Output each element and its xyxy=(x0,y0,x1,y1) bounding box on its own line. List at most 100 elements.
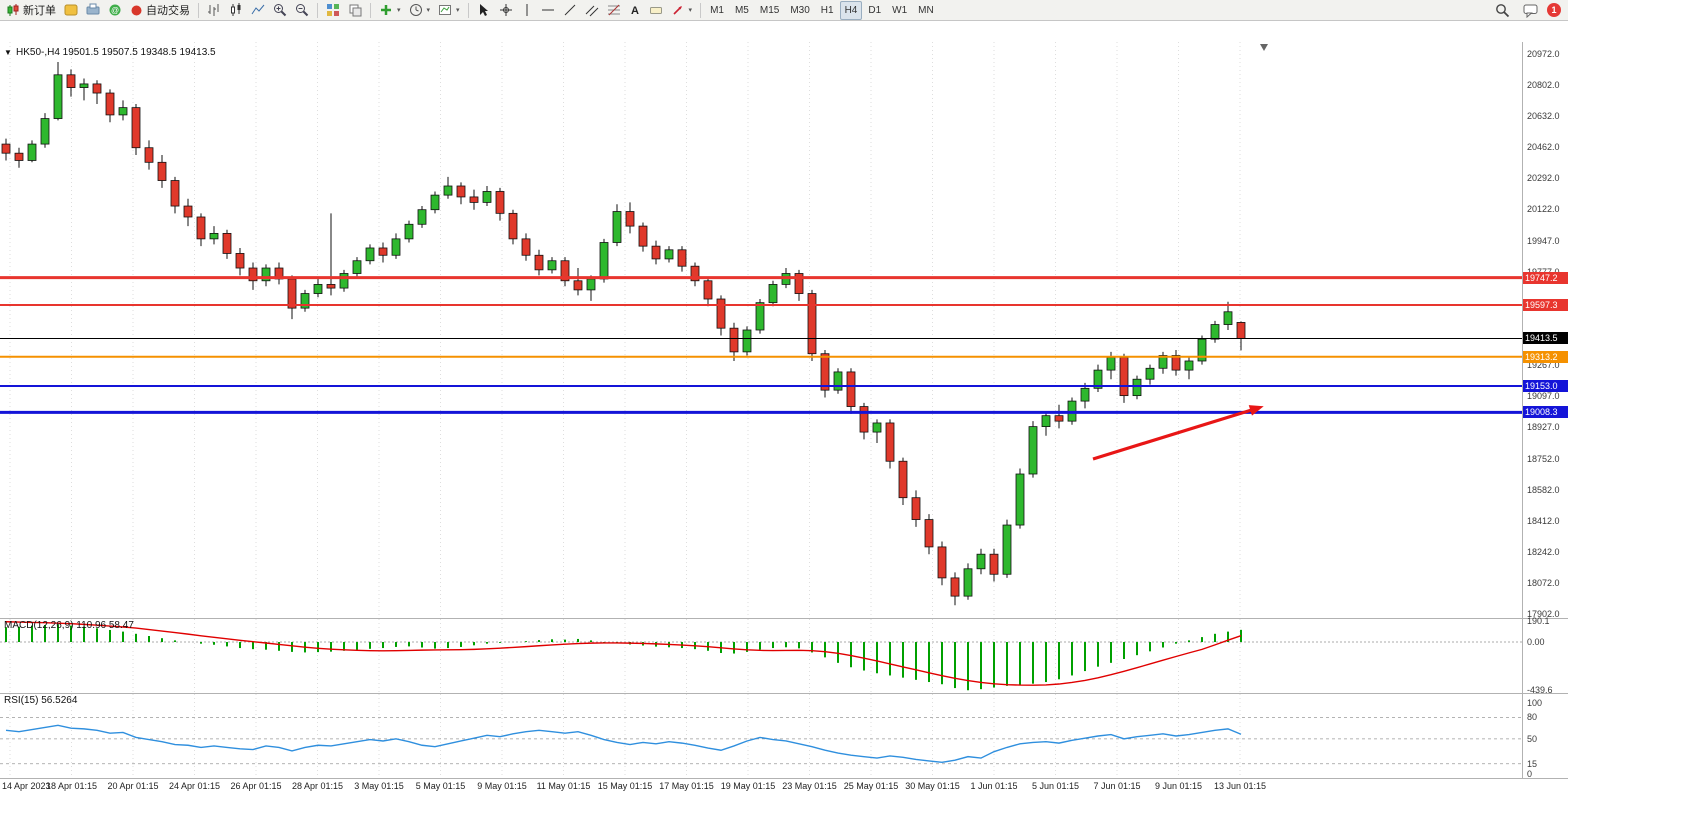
rsi-canvas[interactable] xyxy=(0,694,1522,778)
chat-button[interactable] xyxy=(1519,0,1542,20)
candle xyxy=(222,229,232,259)
timeframe-m15[interactable]: M15 xyxy=(759,4,780,16)
text-icon: A xyxy=(631,5,639,17)
candle xyxy=(599,238,609,283)
candle xyxy=(885,419,895,469)
candle xyxy=(157,155,167,188)
time-axis-label: 15 May 01:15 xyxy=(597,781,653,791)
new-order-button[interactable]: 新订单 xyxy=(3,0,60,20)
main-chart-canvas[interactable] xyxy=(0,42,1522,618)
metaeditor-button[interactable] xyxy=(60,0,82,20)
candle xyxy=(911,490,921,527)
chart-shift-marker[interactable] xyxy=(1260,44,1268,51)
candle xyxy=(742,326,752,356)
mt4-window: 新订单 @ 自动交易 xyxy=(0,0,1568,838)
chart-window[interactable]: ▼ HK50-,H4 19501.5 19507.5 19348.5 19413… xyxy=(0,21,1568,838)
globe-icon: @ xyxy=(109,4,121,16)
candle xyxy=(1119,353,1129,403)
candle xyxy=(235,247,245,276)
price-badge: 19153.0 xyxy=(1523,379,1568,392)
price-axis-label: 18752.0 xyxy=(1527,454,1560,465)
timeframe-mn[interactable]: MN xyxy=(918,4,934,16)
print-button[interactable] xyxy=(82,0,104,20)
candle xyxy=(937,541,947,586)
notification-badge[interactable]: 1 xyxy=(1547,3,1561,17)
horizontal-line-tool-button[interactable] xyxy=(537,0,559,20)
price-axis-label: 18242.0 xyxy=(1527,547,1560,557)
channel-tool-button[interactable] xyxy=(581,0,603,20)
chevron-down-icon: ▾ xyxy=(456,7,460,14)
candle xyxy=(1132,375,1142,400)
arrows-tool-button[interactable]: ▾ xyxy=(667,0,697,20)
candle xyxy=(1223,301,1233,330)
candle xyxy=(651,240,661,265)
time-axis-label: 26 Apr 01:15 xyxy=(230,781,282,791)
timeframe-d1[interactable]: D1 xyxy=(868,4,882,16)
indicators-button[interactable]: ▾ xyxy=(375,0,405,20)
candle xyxy=(794,269,804,301)
timeframe-w1[interactable]: W1 xyxy=(892,4,908,16)
rsi-line xyxy=(5,724,1242,764)
macd-signal-line xyxy=(5,621,1242,686)
macd-axis-label: -439.6 xyxy=(1527,685,1553,696)
crosshair-icon xyxy=(499,4,512,16)
candle xyxy=(469,189,479,210)
timeframe-m1[interactable]: M1 xyxy=(710,4,724,16)
price-axis-label: 20972.0 xyxy=(1527,49,1560,60)
fibonacci-tool-button[interactable] xyxy=(603,0,625,20)
cursor-tool-button[interactable] xyxy=(473,0,495,20)
candle xyxy=(1197,335,1207,365)
periods-button[interactable]: ▾ xyxy=(405,0,435,20)
panel-separator[interactable] xyxy=(0,693,1568,694)
search-button[interactable] xyxy=(1491,0,1514,20)
candle xyxy=(313,278,323,298)
time-axis-label: 1 Jun 01:15 xyxy=(970,781,1018,791)
timeframe-m5[interactable]: M5 xyxy=(734,4,749,16)
candle xyxy=(690,262,700,287)
time-axis-label: 19 May 01:15 xyxy=(720,781,776,791)
line-chart-mode-button[interactable] xyxy=(247,0,269,20)
candle xyxy=(1210,320,1220,343)
candlestick-icon xyxy=(231,3,241,16)
panel-separator[interactable] xyxy=(0,618,1568,619)
candle xyxy=(326,213,336,296)
auto-trading-button[interactable]: 自动交易 xyxy=(126,0,194,20)
candle xyxy=(820,350,830,398)
time-axis-label: 23 May 01:15 xyxy=(782,781,837,791)
zoom-in-button[interactable] xyxy=(269,0,291,20)
candle xyxy=(807,289,817,361)
timeframe-h4[interactable]: H4 xyxy=(839,0,863,20)
timeframe-h1[interactable]: H1 xyxy=(820,4,834,16)
price-badge: 19008.3 xyxy=(1523,406,1568,419)
annotation-arrow[interactable] xyxy=(1092,406,1259,461)
candle xyxy=(976,548,986,575)
svg-text:@: @ xyxy=(111,6,119,15)
macd-canvas[interactable] xyxy=(0,619,1522,693)
community-button[interactable]: @ xyxy=(104,0,126,20)
trendline-icon xyxy=(564,4,575,16)
candle xyxy=(521,233,531,261)
price-axis-label: 19947.0 xyxy=(1527,236,1560,247)
tile-windows-button[interactable] xyxy=(322,0,344,20)
rsi-axis-label: 15 xyxy=(1527,758,1538,769)
candle xyxy=(859,402,869,440)
crosshair-tool-button[interactable] xyxy=(495,0,517,20)
bar-chart-mode-button[interactable] xyxy=(203,0,225,20)
candle xyxy=(40,113,50,148)
candle xyxy=(1054,404,1064,429)
cascade-windows-button[interactable] xyxy=(344,0,366,20)
zoom-out-button[interactable] xyxy=(291,0,313,20)
one-click-trading-toggle[interactable]: ▼ xyxy=(4,48,12,57)
trendline-tool-button[interactable] xyxy=(559,0,581,20)
text-tool-button[interactable]: A xyxy=(625,0,645,20)
bar-chart-icon xyxy=(208,4,219,16)
time-axis-label: 25 May 01:15 xyxy=(843,781,899,791)
arrow-tool-icon xyxy=(672,6,682,15)
timeframe-m30[interactable]: M30 xyxy=(790,4,810,16)
templates-button[interactable]: ▾ xyxy=(434,0,464,20)
clock-icon xyxy=(409,4,422,16)
label-tool-button[interactable] xyxy=(645,0,667,20)
vertical-line-tool-button[interactable] xyxy=(517,0,537,20)
candlestick-mode-button[interactable] xyxy=(225,0,247,20)
time-axis-label: 9 May 01:15 xyxy=(477,781,527,791)
